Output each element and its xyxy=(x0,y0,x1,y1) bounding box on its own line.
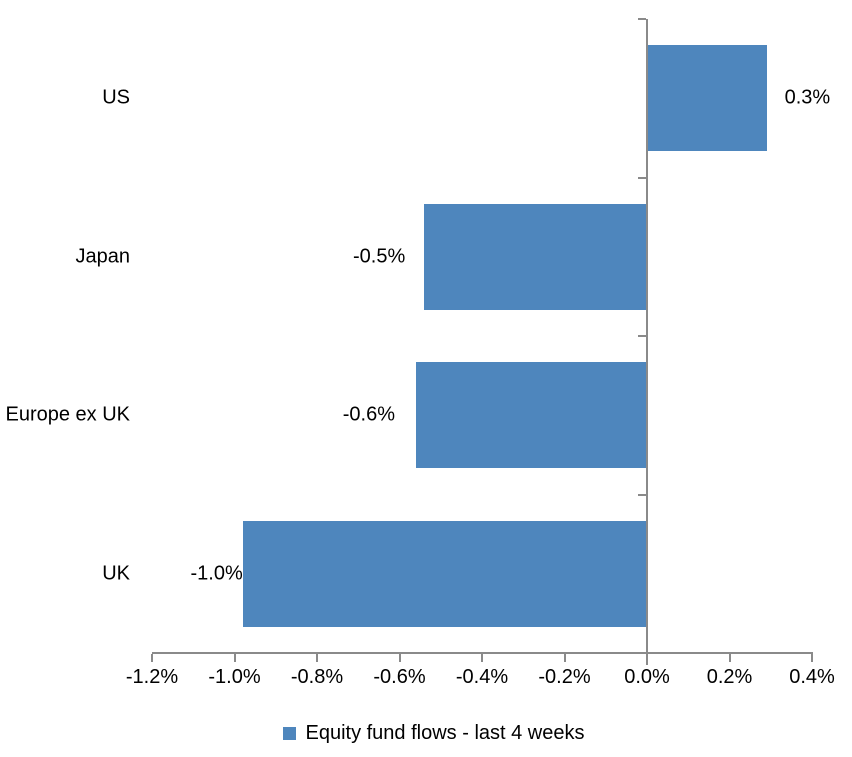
x-axis-tick-mark xyxy=(563,654,566,662)
y-axis-tick-mark xyxy=(638,652,646,654)
category-label-us: US xyxy=(102,86,130,109)
x-axis-tick-mark xyxy=(398,654,401,662)
x-tick-label: -0.2% xyxy=(538,666,591,688)
category-label-japan: Japan xyxy=(75,245,131,268)
data-label-uk: -1.0% xyxy=(190,562,243,585)
y-axis-tick-mark xyxy=(638,176,646,179)
category-label-uk: UK xyxy=(102,562,130,585)
x-tick-label: -0.4% xyxy=(455,666,509,688)
x-tick-label: 0.2% xyxy=(706,666,753,688)
x-tick-label: -1.0% xyxy=(208,666,261,688)
x-tick-label: -0.8% xyxy=(290,666,344,688)
y-axis-tick-mark xyxy=(638,18,646,20)
data-label-us: 0.3% xyxy=(784,86,831,109)
y-axis-zero-line xyxy=(646,19,648,665)
bar-japan xyxy=(424,203,647,310)
x-axis-line xyxy=(152,652,813,654)
legend: Equity fund flows - last 4 weeks xyxy=(8,719,852,747)
legend-series-marker-icon xyxy=(283,726,297,740)
x-tick-label: -0.6% xyxy=(373,666,426,688)
x-axis-tick-mark xyxy=(151,654,153,662)
x-tick-label: 0.4% xyxy=(789,666,835,688)
data-label-europe-ex-uk: -0.6% xyxy=(342,403,395,426)
x-axis-tick-mark xyxy=(811,654,813,662)
legend-series-label: Equity fund flows - last 4 weeks xyxy=(305,721,585,744)
data-label-japan: -0.5% xyxy=(353,245,406,268)
bar-europe-ex-uk xyxy=(416,362,647,469)
x-tick-label: -1.2% xyxy=(125,666,179,688)
category-label-europe-ex-uk: Europe ex UK xyxy=(5,403,130,426)
bar-us xyxy=(647,45,767,152)
x-axis-tick-mark xyxy=(316,654,318,662)
y-axis-tick-mark xyxy=(638,493,646,496)
x-axis-tick-mark xyxy=(728,654,731,662)
y-axis-tick-mark xyxy=(638,335,646,337)
bar-uk xyxy=(242,520,647,627)
x-axis-tick-mark xyxy=(233,654,236,662)
x-axis-tick-mark xyxy=(481,654,483,662)
x-axis-tick-mark xyxy=(646,654,648,662)
x-tick-label: 0.0% xyxy=(624,666,670,688)
